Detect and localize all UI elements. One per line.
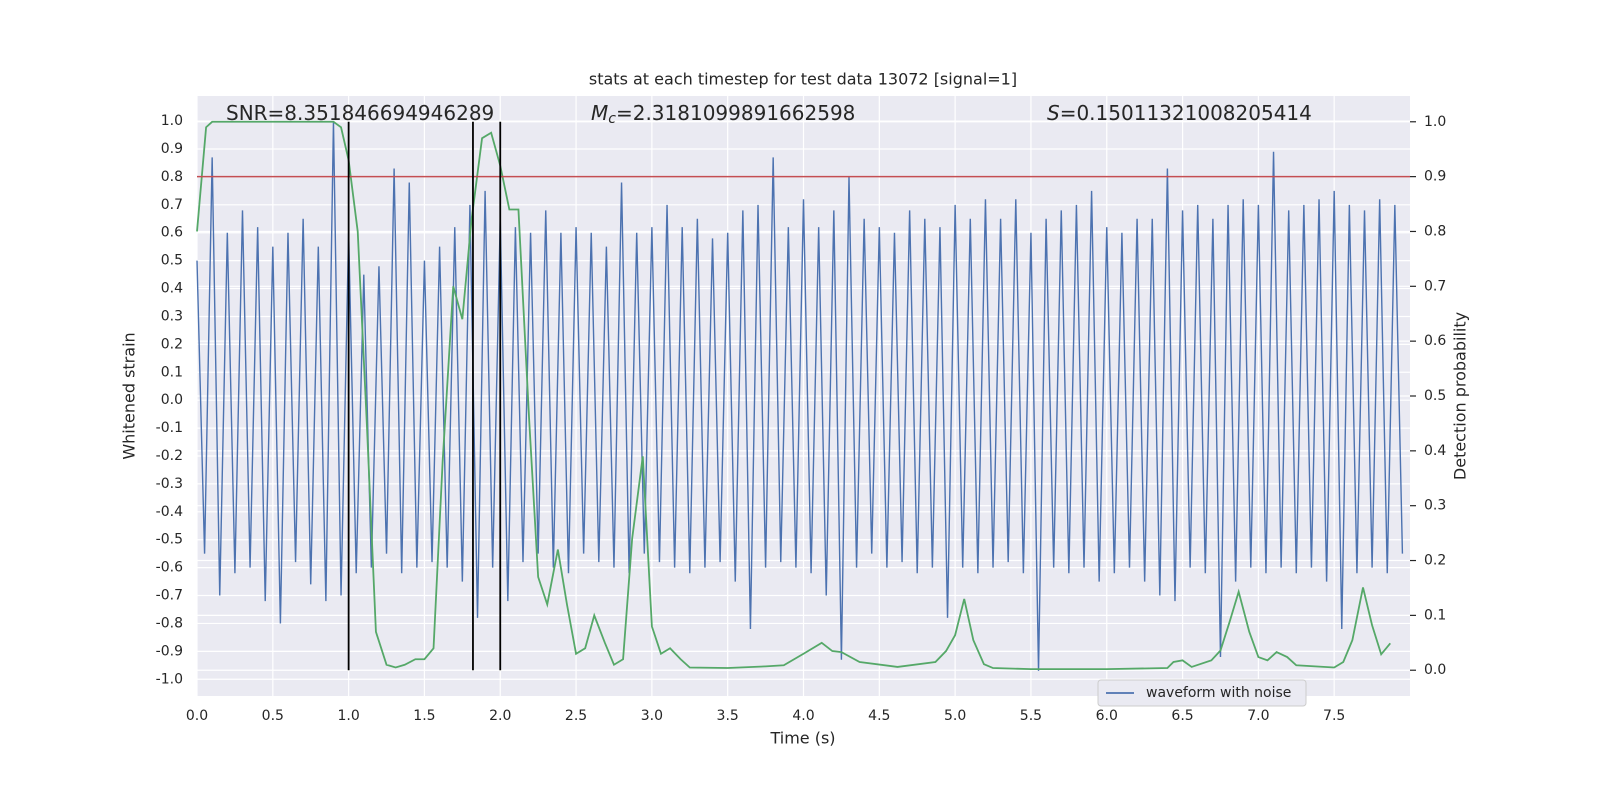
chart-title: stats at each timestep for test data 130… xyxy=(589,70,1017,89)
y2-axis-label: Detection probability xyxy=(1451,312,1470,480)
x-tick-label: 2.5 xyxy=(565,708,587,724)
y-tick-label: 0.1 xyxy=(161,364,183,380)
y2-tick-label: 0.0 xyxy=(1424,662,1446,678)
y-tick-label: 0.9 xyxy=(161,141,183,157)
y2-tick-label: 0.2 xyxy=(1424,553,1446,569)
x-tick-label: 2.0 xyxy=(489,708,511,724)
x-tick-label: 5.5 xyxy=(1020,708,1042,724)
annotation-text: =0.15011321008205414 xyxy=(1060,101,1312,125)
y2-tick-label: 0.4 xyxy=(1424,443,1446,459)
y-tick-label: -0.2 xyxy=(156,448,183,464)
annotation-text: =2.3181099891662598 xyxy=(616,101,855,125)
y-tick-label: 0.5 xyxy=(161,253,183,269)
annotation-subscript: c xyxy=(608,111,616,127)
x-tick-label: 3.5 xyxy=(717,708,739,724)
y2-tick-label: 0.8 xyxy=(1424,223,1446,239)
x-tick-label: 7.0 xyxy=(1247,708,1269,724)
y2-tick-label: 0.6 xyxy=(1424,333,1446,349)
y-tick-label: -0.4 xyxy=(156,504,183,520)
y-axis-label: Whitened strain xyxy=(120,332,139,459)
x-axis-label: Time (s) xyxy=(769,729,835,748)
x-tick-label: 4.5 xyxy=(868,708,890,724)
y-tick-label: 0.0 xyxy=(161,392,183,408)
legend: waveform with noise xyxy=(1097,679,1307,707)
y2-tick-label: 0.9 xyxy=(1424,169,1446,185)
labels: 0.0 0.5 1.0 1.5 2.0 2.5 3.0 3.5 4.0 4.5 5.0 5.5 6.0 6… xyxy=(156,101,1447,725)
y-tick-label: -0.5 xyxy=(156,532,183,548)
legend-label: waveform with noise xyxy=(1146,685,1291,701)
y-tick-label: 0.8 xyxy=(161,169,183,185)
y2-tick-label: 0.3 xyxy=(1424,498,1446,514)
y-tick-label: 0.7 xyxy=(161,197,183,213)
y-tick-label: -0.9 xyxy=(156,643,183,659)
marks xyxy=(196,120,1410,671)
y2-tick-label: 0.5 xyxy=(1424,388,1446,404)
y-tick-label: 1.0 xyxy=(161,113,183,129)
y-tick-label: -0.7 xyxy=(156,588,183,604)
annotation-text: SNR=8.351846694946289 xyxy=(226,101,494,125)
x-tick-label: 0.0 xyxy=(186,708,208,724)
y-tick-label: 0.2 xyxy=(161,336,183,352)
y-tick-label: -0.1 xyxy=(156,420,183,436)
y-tick-label: -1.0 xyxy=(156,671,183,687)
y-tick-label: 0.4 xyxy=(161,281,183,297)
x-tick-label: 7.5 xyxy=(1323,708,1345,724)
x-tick-label: 0.5 xyxy=(262,708,284,724)
x-tick-label: 1.5 xyxy=(413,708,435,724)
legend-box xyxy=(1097,679,1307,707)
waveform-line xyxy=(196,121,1404,671)
x-tick-label: 6.5 xyxy=(1171,708,1193,724)
y2-tick-label: 1.0 xyxy=(1424,114,1446,130)
y-tick-label: 0.6 xyxy=(161,225,183,241)
y2-tick-label: 0.7 xyxy=(1424,278,1446,294)
annotation: SNR=8.351846694946289 xyxy=(226,101,494,125)
annotation: Mc=2.3181099891662598 xyxy=(591,101,855,128)
x-tick-label: 3.0 xyxy=(641,708,663,724)
annotation-symbol: M xyxy=(591,101,608,125)
x-tick-label: 1.0 xyxy=(337,708,359,724)
annotation-symbol: S xyxy=(1047,101,1060,125)
y-tick-label: -0.3 xyxy=(156,476,183,492)
x-tick-label: 6.0 xyxy=(1096,708,1118,724)
probability-line xyxy=(196,120,1391,671)
x-tick-label: 5.0 xyxy=(944,708,966,724)
annotation: S=0.15011321008205414 xyxy=(1047,101,1312,125)
x-tick-label: 4.0 xyxy=(792,708,814,724)
y2-tick-label: 0.1 xyxy=(1424,607,1446,623)
y-tick-label: 0.3 xyxy=(161,308,183,324)
y-tick-label: -0.8 xyxy=(156,615,183,631)
y-tick-label: -0.6 xyxy=(156,560,183,576)
